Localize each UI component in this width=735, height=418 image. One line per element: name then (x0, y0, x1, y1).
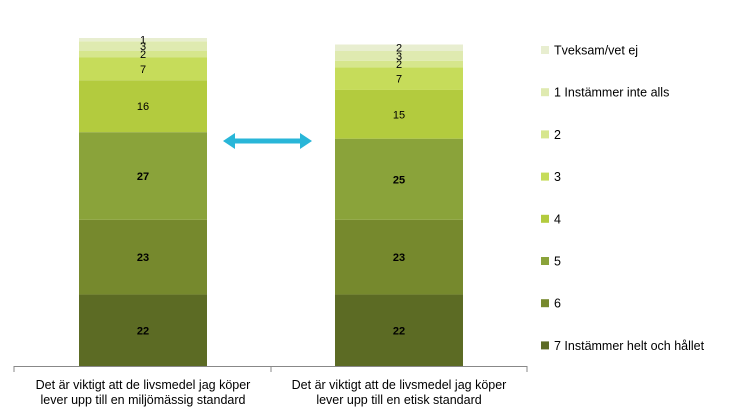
data-label: 25 (393, 174, 405, 186)
data-label: 23 (393, 252, 405, 264)
legend-swatch (541, 130, 549, 139)
bar-segment (79, 57, 207, 81)
data-label: 23 (137, 252, 149, 264)
legend-swatch (541, 214, 549, 223)
legend-item: 1 Instämmer inte alls (541, 86, 669, 100)
legend: Tveksam/vet ej 1 Instämmer inte alls 2 3 4 5 6… (541, 44, 705, 353)
bar-segment (79, 80, 207, 133)
bar-segment (335, 294, 463, 366)
legend-label: 6 (554, 297, 561, 311)
x-tick-label: Det är viktigt att de livsmedel jag köpe… (36, 378, 251, 407)
data-label: 27 (137, 171, 149, 183)
legend-label: 2 (554, 128, 561, 142)
bar-segment (79, 132, 207, 220)
data-label: 22 (137, 325, 149, 337)
data-label: 15 (393, 109, 405, 121)
legend-swatch (541, 46, 549, 54)
legend-swatch (541, 257, 549, 265)
data-label: 3 (396, 51, 402, 63)
data-label: 2 (140, 49, 146, 61)
bar-segment (79, 38, 207, 42)
legend-label: 7 Instämmer helt och hållet (554, 339, 705, 353)
legend-label: Tveksam/vet ej (554, 44, 638, 58)
legend-swatch (541, 88, 549, 97)
data-label: 16 (137, 101, 149, 113)
legend-label: 3 (554, 170, 561, 184)
legend-label: 5 (554, 255, 561, 269)
legend-item: 7 Instämmer helt och hållet (541, 339, 705, 353)
legend-swatch (541, 341, 549, 350)
bar-segment (79, 50, 207, 58)
data-label: 3 (140, 41, 146, 53)
bar-segment (335, 44, 463, 51)
data-label: 7 (396, 74, 402, 86)
legend-item: 3 (541, 170, 561, 184)
data-label: 2 (396, 59, 402, 71)
data-label: 1 (140, 35, 146, 47)
data-label: 2 (396, 43, 402, 55)
bar-segment (79, 41, 207, 51)
double-arrow-annotation (223, 133, 312, 149)
legend-swatch (541, 172, 549, 181)
bar-segment (335, 50, 463, 61)
x-tick-label: Det är viktigt att de livsmedel jag köpe… (292, 378, 507, 407)
legend-label: 1 Instämmer inte alls (554, 86, 669, 100)
legend-label: 4 (554, 212, 561, 226)
bar-segment (335, 219, 463, 295)
bars-layer (79, 38, 463, 366)
legend-item: Tveksam/vet ej (541, 44, 638, 58)
legend-item: 5 (541, 255, 561, 269)
bar-segment (79, 294, 207, 366)
legend-item: 4 (541, 212, 561, 226)
annotation-layer (223, 133, 312, 149)
bar-segment (335, 138, 463, 220)
legend-item: 6 (541, 297, 561, 311)
bar-segment (335, 89, 463, 139)
data-label: 22 (393, 325, 405, 337)
legend-swatch (541, 299, 549, 308)
legend-item: 2 (541, 128, 561, 142)
bar-segment (335, 67, 463, 90)
x-axis: Det är viktigt att de livsmedel jag köpe… (13, 366, 528, 407)
bar-segment (79, 219, 207, 295)
bar-segment (335, 60, 463, 68)
data-label: 7 (140, 64, 146, 76)
